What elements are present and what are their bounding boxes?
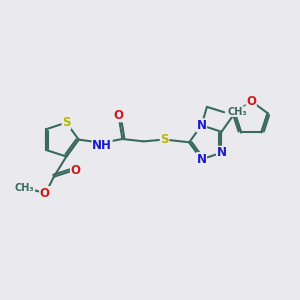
Text: O: O (70, 164, 81, 177)
Text: O: O (40, 187, 50, 200)
Text: N: N (196, 153, 207, 166)
Text: N: N (196, 119, 207, 132)
Text: S: S (160, 133, 169, 146)
Text: CH₃: CH₃ (15, 183, 34, 194)
Text: CH₃: CH₃ (228, 106, 247, 117)
Text: O: O (246, 95, 256, 108)
Text: S: S (62, 116, 70, 129)
Text: NH: NH (92, 139, 112, 152)
Text: O: O (114, 109, 124, 122)
Text: N: N (217, 146, 226, 159)
